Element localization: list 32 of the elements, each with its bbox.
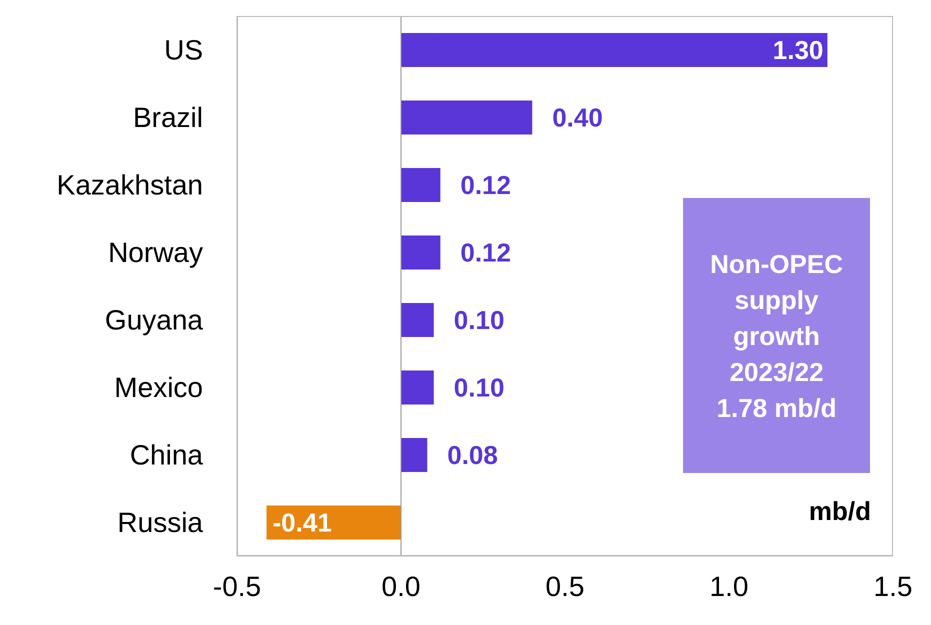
data-label: 0.12 (460, 170, 511, 200)
callout-box: Non-OPEC supply growth 2023/22 1.78 mb/d (683, 198, 870, 473)
y-tick-label: Kazakhstan (56, 170, 203, 201)
bar (401, 100, 532, 134)
y-tick-label: China (130, 440, 204, 471)
data-label: 1.30 (772, 35, 824, 66)
y-tick-label: US (164, 34, 203, 66)
x-tick-label: 0.5 (546, 570, 584, 602)
x-tick-label: 0.0 (382, 570, 420, 602)
bar (266, 506, 401, 540)
data-label: 0.08 (447, 440, 498, 470)
bar (401, 438, 428, 472)
x-tick-label: 1.5 (874, 570, 912, 602)
y-tick-label: Brazil (132, 102, 203, 134)
bar (401, 303, 434, 337)
bar (401, 33, 828, 67)
bar (401, 370, 434, 404)
data-label: -0.41 (272, 508, 332, 538)
y-tick-label: Russia (117, 507, 204, 538)
x-tick-label: 1.0 (710, 570, 748, 602)
bar (401, 168, 440, 202)
data-label: 0.10 (454, 372, 504, 403)
x-tick-label: -0.5 (212, 570, 262, 602)
y-tick-label: Guyana (104, 304, 204, 336)
y-tick-label: Norway (108, 237, 203, 268)
annotation: mb/d (808, 496, 871, 527)
data-label: 0.12 (460, 238, 511, 268)
annotation: Non-OPEC supply growth 2023/22 1.78 mb/d (709, 248, 844, 424)
data-label: 0.40 (552, 102, 603, 133)
y-tick-label: Mexico (114, 372, 203, 404)
data-label: 0.10 (454, 305, 504, 336)
bar (401, 236, 440, 270)
